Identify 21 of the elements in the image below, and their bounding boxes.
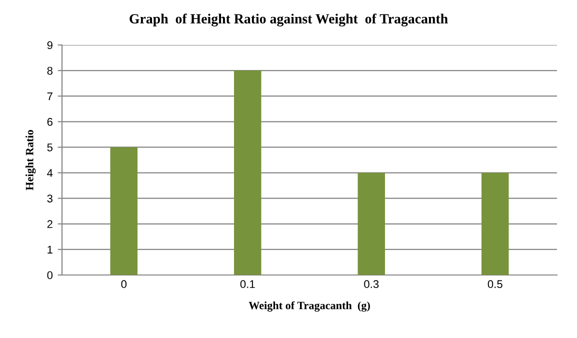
x-axis-title: Weight of Tragacanth (g) <box>248 301 370 312</box>
y-tick-label: 8 <box>47 66 52 75</box>
y-tick-label: 9 <box>47 41 52 50</box>
y-tick-label: 4 <box>47 169 53 177</box>
y-tick-label: 7 <box>47 92 52 100</box>
bar <box>234 70 262 275</box>
y-tick-label: 5 <box>47 144 53 152</box>
y-tick-label: 1 <box>48 246 52 254</box>
x-tick-label: 0.5 <box>488 280 502 288</box>
y-axis-title: Height Ratio <box>26 130 36 190</box>
x-tick-label: 0.3 <box>364 280 379 288</box>
y-tick-label: 3 <box>47 194 52 202</box>
x-tick-label: 0 <box>121 280 127 288</box>
bar <box>110 147 138 275</box>
bar <box>358 172 385 275</box>
bar <box>482 172 509 275</box>
x-tick-label: 0.1 <box>240 280 255 288</box>
y-tick-label: 0 <box>47 271 53 280</box>
chart-title: Graph of Height Ratio against Weight of Tragacanth <box>130 14 448 26</box>
y-tick-label: 2 <box>47 220 52 228</box>
y-tick-label: 6 <box>47 118 52 126</box>
